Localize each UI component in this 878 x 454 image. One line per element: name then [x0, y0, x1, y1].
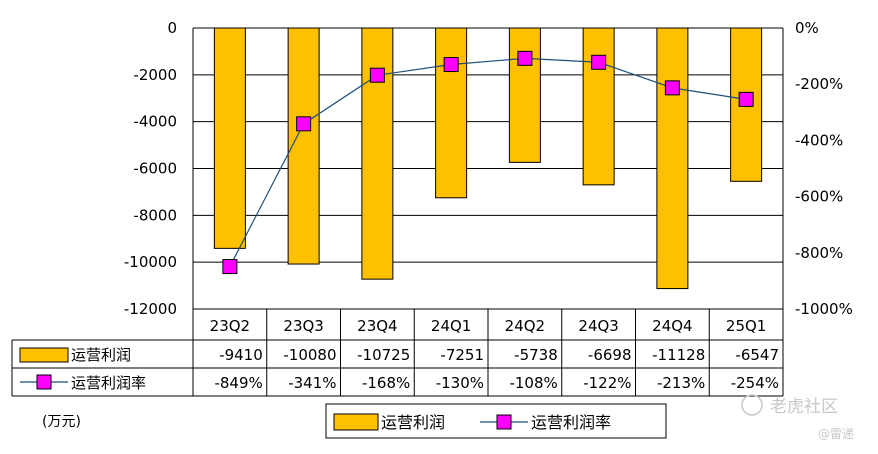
- right-axis-ticks: 0% -200% -400% -600% -800% -1000%: [795, 19, 853, 318]
- table-cell: -108%: [509, 374, 557, 392]
- y-right-tick-label: -1000%: [795, 300, 853, 318]
- table-cell: -849%: [214, 374, 262, 392]
- table-cell: -10080: [283, 346, 336, 364]
- table-row-label: 运营利润率: [71, 374, 146, 392]
- x-category-label: 23Q3: [283, 317, 323, 335]
- table-cell: -130%: [436, 374, 484, 392]
- legend-marker-swatch: [496, 414, 512, 430]
- bar: [508, 27, 541, 163]
- bar: [656, 27, 689, 290]
- y-left-tick-label: -4000: [133, 113, 177, 131]
- bar: [582, 27, 615, 186]
- watermark-logo-icon: [741, 394, 763, 416]
- table-cell: -122%: [583, 374, 631, 392]
- gridlines: [192, 27, 784, 310]
- bar: [435, 27, 468, 199]
- bar: [361, 27, 394, 280]
- watermark-handle: @雷递: [818, 427, 854, 441]
- line-series: [222, 50, 754, 275]
- bar: [287, 27, 320, 265]
- y-left-tick-label: -12000: [124, 300, 177, 318]
- table-cell: -168%: [362, 374, 410, 392]
- legend: 运营利润 运营利润率: [325, 403, 667, 439]
- table-cell: -9410: [219, 346, 263, 364]
- x-category-label: 24Q3: [578, 317, 618, 335]
- watermark-brand: 老虎社区: [770, 397, 838, 417]
- watermark: 老虎社区 @雷递: [741, 394, 854, 441]
- bar-series: [213, 27, 763, 290]
- legend-label-bar: 运营利润: [381, 413, 445, 432]
- legend-box: [325, 403, 667, 439]
- y-right-tick-label: -400%: [795, 131, 843, 149]
- line-marker: [443, 57, 459, 73]
- table-cell: -5738: [514, 346, 558, 364]
- y-left-tick-label: -8000: [133, 206, 177, 224]
- x-category-label: 24Q1: [431, 317, 471, 335]
- line-marker: [664, 80, 680, 96]
- line-marker: [517, 50, 533, 66]
- y-right-tick-label: 0%: [795, 19, 819, 37]
- line-marker: [222, 259, 238, 275]
- table-cell: -6698: [588, 346, 632, 364]
- x-category-label: 25Q1: [726, 317, 766, 335]
- legend-label-line: 运营利润率: [531, 413, 611, 432]
- table-cell: -341%: [288, 374, 336, 392]
- y-left-tick-label: 0: [167, 19, 177, 37]
- y-right-tick-label: -800%: [795, 244, 843, 262]
- y-right-tick-label: -200%: [795, 75, 843, 93]
- table-bar-swatch: [19, 347, 69, 363]
- bar: [213, 27, 246, 249]
- table-cell: -213%: [657, 374, 705, 392]
- data-table: 23Q2 23Q3 23Q4 24Q1 24Q2 24Q3 24Q4 25Q1 运营利润 -941…: [11, 308, 784, 397]
- margin-line: [229, 57, 747, 267]
- line-marker: [738, 91, 754, 107]
- table-cell: -11128: [652, 346, 705, 364]
- table-cell: -7251: [440, 346, 484, 364]
- y-left-tick-label: -2000: [133, 66, 177, 84]
- table-row-label: 运营利润: [71, 346, 131, 364]
- line-marker: [369, 67, 385, 83]
- y-left-tick-label: -10000: [124, 253, 177, 271]
- y-left-tick-label: -6000: [133, 160, 177, 178]
- table-marker-swatch: [36, 374, 52, 390]
- left-axis-ticks: 0 -2000 -4000 -6000 -8000 -10000 -12000: [124, 19, 177, 318]
- x-category-label: 24Q4: [652, 317, 692, 335]
- x-category-label: 23Q4: [357, 317, 397, 335]
- line-marker: [296, 116, 312, 132]
- table-cell: -6547: [735, 346, 779, 364]
- legend-bar-swatch: [333, 413, 379, 431]
- x-category-label: 24Q2: [505, 317, 545, 335]
- line-marker: [591, 54, 607, 70]
- table-cell: -254%: [731, 374, 779, 392]
- x-category-label: 23Q2: [210, 317, 250, 335]
- y-right-tick-label: -600%: [795, 188, 843, 206]
- table-cell: -10725: [357, 346, 410, 364]
- unit-label: (万元): [42, 414, 81, 430]
